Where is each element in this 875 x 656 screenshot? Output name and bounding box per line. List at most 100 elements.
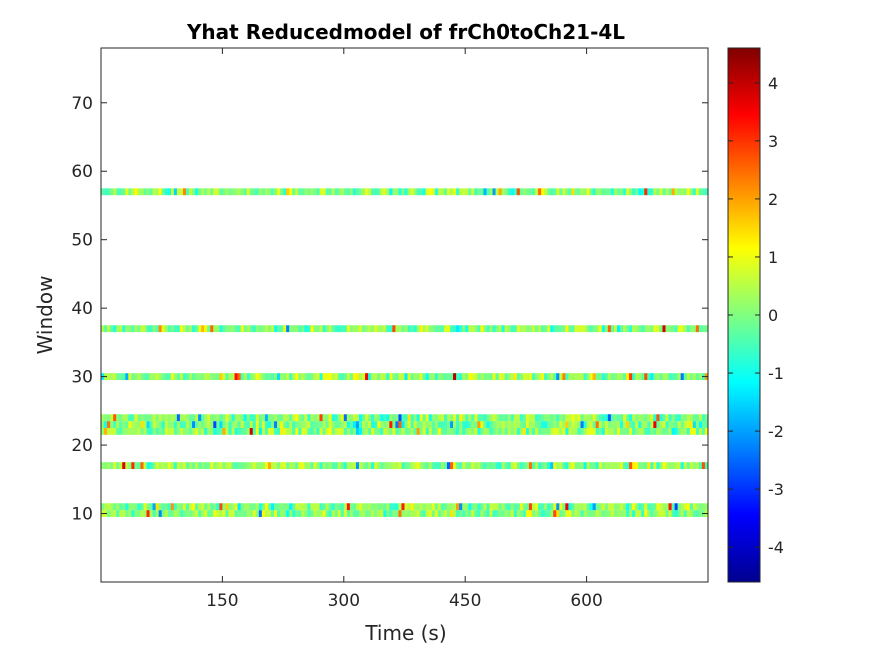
heatmap-cell [401, 373, 405, 381]
heatmap-cell [249, 373, 254, 381]
heatmap-cell [410, 421, 415, 428]
heatmap-cell [149, 414, 153, 422]
heatmap-cell [416, 421, 421, 428]
heatmap-cell [122, 503, 126, 511]
heatmap-cell [616, 325, 621, 333]
heatmap-cell [258, 510, 263, 517]
heatmap-cell [674, 373, 679, 381]
heatmap-cell [535, 325, 539, 333]
heatmap-cell [644, 503, 648, 511]
heatmap-cell [416, 503, 421, 511]
heatmap-cell [453, 188, 457, 196]
heatmap-cell [604, 510, 609, 517]
heatmap-cell [656, 427, 660, 435]
heatmap-cell [143, 462, 147, 470]
heatmap-cell [513, 373, 518, 381]
heatmap-cell [395, 373, 399, 381]
heatmap-cell [553, 510, 557, 517]
heatmap-cell [501, 414, 506, 422]
heatmap-cell [201, 414, 205, 422]
heatmap-cell [158, 325, 163, 333]
heatmap-cell [274, 325, 278, 333]
heatmap-cell [277, 503, 281, 511]
heatmap-cell [182, 325, 187, 333]
heatmap-cell [137, 414, 141, 422]
heatmap-cell [386, 503, 390, 511]
heatmap-cell [692, 414, 697, 422]
heatmap-cell [519, 414, 524, 422]
heatmap-cell [204, 510, 208, 517]
heatmap-cell [146, 373, 150, 381]
heatmap-cell [192, 427, 196, 435]
heatmap-cell [407, 427, 411, 435]
heatmap-cell [292, 462, 296, 470]
heatmap-cell [550, 421, 554, 428]
heatmap-cell [331, 510, 336, 517]
heatmap-cell [465, 188, 469, 196]
heatmap-cell [629, 421, 633, 428]
heatmap-cell [113, 510, 117, 517]
heatmap-cell [692, 373, 697, 381]
heatmap-cell [355, 427, 360, 435]
heatmap-cell [553, 414, 557, 422]
heatmap-cell [456, 414, 460, 422]
heatmap-cell [689, 427, 694, 435]
heatmap-cell [234, 421, 238, 428]
heatmap-cell [386, 373, 390, 381]
heatmap-cell [185, 427, 190, 435]
heatmap-cell [261, 188, 266, 196]
heatmap-cell [516, 503, 521, 511]
heatmap-cell [662, 421, 666, 428]
heatmap-cell [349, 414, 354, 422]
heatmap-cell [507, 427, 512, 435]
heatmap-cell [216, 427, 220, 435]
heatmap-cell [137, 503, 141, 511]
heatmap-cell [316, 325, 320, 333]
heatmap-cell [698, 414, 703, 422]
heatmap-cell [377, 373, 381, 381]
heatmap-cell [149, 421, 153, 428]
heatmap-cell [574, 414, 578, 422]
heatmap-cell [322, 510, 326, 517]
heatmap-cell [368, 414, 372, 422]
heatmap-cell [450, 503, 454, 511]
heatmap-cell [225, 510, 229, 517]
heatmap-cell [125, 510, 129, 517]
heatmap-cell [638, 427, 642, 435]
heatmap-cell [258, 503, 263, 511]
heatmap-cell [565, 188, 569, 196]
heatmap-cell [474, 373, 478, 381]
heatmap-cell [319, 421, 323, 428]
heatmap-cell [398, 427, 402, 435]
heatmap-cell [104, 462, 108, 470]
heatmap-cell [219, 462, 223, 470]
heatmap-cell [525, 462, 530, 470]
heatmap-cell [446, 462, 451, 470]
heatmap-cell [146, 510, 150, 517]
heatmap-cell [225, 188, 229, 196]
heatmap-cell [538, 325, 542, 333]
heatmap-cell [659, 188, 663, 196]
heatmap-cell [140, 510, 144, 517]
heatmap-cell [346, 414, 351, 422]
heatmap-cell [292, 373, 296, 381]
heatmap-cell [431, 188, 436, 196]
heatmap-cell [143, 503, 147, 511]
heatmap-cell [192, 325, 196, 333]
heatmap-cell [392, 325, 396, 333]
heatmap-cell [653, 510, 657, 517]
heatmap-cell [246, 325, 251, 333]
heatmap-cell [574, 188, 578, 196]
heatmap-cell [146, 325, 150, 333]
heatmap-cell [553, 503, 557, 511]
heatmap-cell [234, 373, 238, 381]
heatmap-cell [486, 503, 490, 511]
heatmap-cell [301, 188, 305, 196]
heatmap-cell [437, 421, 442, 428]
heatmap-cell [277, 373, 281, 381]
heatmap-cell [146, 421, 150, 428]
heatmap-cell [170, 414, 175, 422]
heatmap-cell [501, 325, 506, 333]
heatmap-cell [550, 325, 554, 333]
